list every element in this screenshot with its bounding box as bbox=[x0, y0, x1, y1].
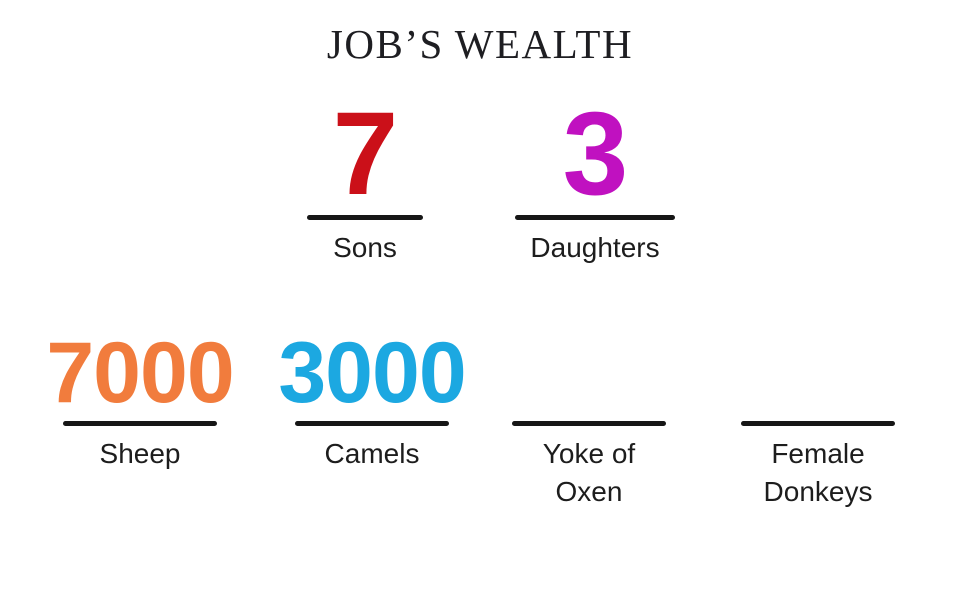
stat-sheep: 7000 Sheep bbox=[40, 325, 240, 473]
stat-sons: 7 Sons bbox=[265, 88, 465, 267]
stat-sheep-value: 7000 bbox=[46, 325, 234, 421]
stat-female-donkeys: Female Donkeys bbox=[718, 333, 918, 511]
stat-sheep-underline bbox=[63, 421, 217, 426]
stat-yoke-of-oxen: Yoke of Oxen bbox=[489, 333, 689, 511]
stat-camels-value: 3000 bbox=[278, 325, 466, 421]
stat-camels: 3000 Camels bbox=[272, 325, 472, 473]
stat-female-donkeys-label: Female Donkeys bbox=[763, 438, 873, 507]
stat-female-donkeys-underline bbox=[741, 421, 895, 426]
page-title: JOB’S WEALTH bbox=[326, 21, 634, 67]
stat-sons-label: Sons bbox=[333, 232, 397, 263]
stat-daughters-value: 3 bbox=[562, 88, 629, 220]
stat-yoke-of-oxen-underline bbox=[512, 421, 666, 426]
stat-daughters-underline bbox=[515, 215, 675, 220]
stat-yoke-of-oxen-label: Yoke of Oxen bbox=[542, 438, 636, 507]
stat-daughters-label: Daughters bbox=[530, 232, 660, 263]
stat-sons-underline bbox=[307, 215, 423, 220]
stat-camels-label: Camels bbox=[324, 438, 420, 469]
stat-daughters: 3 Daughters bbox=[495, 88, 695, 267]
stat-camels-underline bbox=[295, 421, 449, 426]
stat-sheep-label: Sheep bbox=[99, 438, 181, 469]
stat-sons-value: 7 bbox=[332, 88, 399, 220]
